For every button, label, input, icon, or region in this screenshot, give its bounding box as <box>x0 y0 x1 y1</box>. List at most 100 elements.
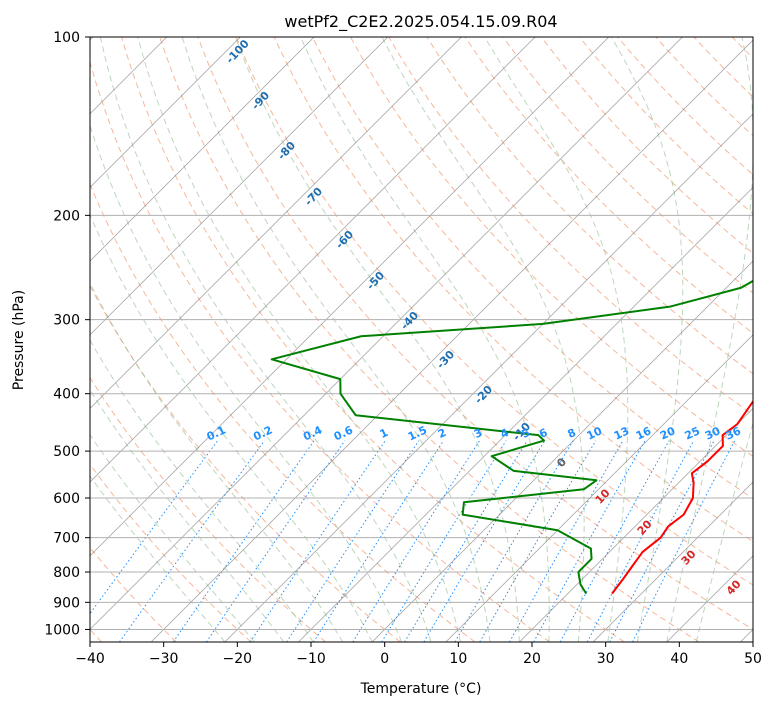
isotherm-line <box>666 555 753 642</box>
moist-adiabat-line <box>137 37 461 642</box>
mixing-ratio-line <box>352 440 481 642</box>
dry-adiabat-label: 20 <box>635 517 655 537</box>
x-tick-label: 30 <box>597 651 615 667</box>
isotherm-line <box>298 186 753 642</box>
dry-adiabat-line <box>197 37 753 631</box>
background-lines <box>90 37 753 642</box>
dry-adiabat-line <box>655 37 753 137</box>
dry-adiabat-label: -40 <box>398 309 421 333</box>
dry-adiabat-label: 40 <box>724 577 744 597</box>
y-tick-label: 700 <box>53 531 80 547</box>
mixing-ratio-line <box>454 440 574 642</box>
mixing-ratio-label: 1 <box>378 426 390 441</box>
mixing-ratio-label: 8 <box>566 426 578 441</box>
y-axis: 100 200 300 400 500 600 700 800 900 1000 <box>44 30 90 638</box>
mixing-ratio-line <box>172 440 315 642</box>
moist-adiabat-line <box>90 389 285 642</box>
mixing-ratio-label: 10 <box>585 424 605 442</box>
x-tick-label: −20 <box>223 651 253 667</box>
isotherm-line <box>90 37 315 262</box>
mixing-ratio-line <box>586 440 695 642</box>
dry-adiabat-line <box>311 37 753 500</box>
y-tick-label: 100 <box>53 30 80 46</box>
y-tick-label: 300 <box>53 313 80 329</box>
isotherm-line <box>592 481 753 642</box>
mixing-ratio-label: 36 <box>724 424 744 442</box>
y-tick-label: 900 <box>53 595 80 611</box>
dry-adiabat-line <box>90 182 476 642</box>
y-tick-label: 400 <box>53 387 80 403</box>
moist-adiabat-line <box>300 37 550 642</box>
y-tick-label: 600 <box>53 491 80 507</box>
mixing-ratio-label: 1.5 <box>406 423 429 443</box>
moist-adiabat-line <box>90 475 226 642</box>
moist-adiabat-line <box>181 37 491 642</box>
dry-adiabat-label: -50 <box>364 269 387 293</box>
isotherm-line <box>519 407 753 642</box>
dry-adiabat-label: 10 <box>593 486 613 506</box>
mixing-ratio-line <box>509 440 624 642</box>
mixing-ratio-label: 25 <box>683 424 702 442</box>
mixing-ratio-label: 20 <box>658 424 678 442</box>
plot-frame <box>89 36 754 643</box>
dry-adiabat-line <box>388 37 753 416</box>
mixing-ratio-line <box>559 440 670 642</box>
mixing-ratio-line <box>286 440 420 642</box>
moist-adiabat-label: 0 <box>554 455 569 470</box>
mixing-ratio-line <box>90 440 219 615</box>
dry-adiabat-line <box>90 376 326 642</box>
dry-adiabat-label: 30 <box>679 547 699 567</box>
x-tick-label: −10 <box>296 651 326 667</box>
x-tick-label: 0 <box>380 651 389 667</box>
dry-adiabat-line <box>693 37 753 98</box>
mixing-ratio-line <box>423 440 546 642</box>
mixing-ratio-label: 0.2 <box>251 423 274 443</box>
dry-adiabat-line <box>90 284 401 642</box>
dry-adiabat-line <box>617 37 753 176</box>
isotherm-line <box>90 37 536 483</box>
dry-adiabat-label: -80 <box>275 139 298 163</box>
isotherm-line <box>371 260 753 642</box>
chart-title: wetPf2_C2E2.2025.054.15.09.R04 <box>284 12 557 32</box>
dry-adiabat-label: -90 <box>249 89 272 113</box>
moist-adiabat-line <box>90 213 373 642</box>
y-tick-label: 800 <box>53 565 80 581</box>
dry-adiabat-label: -20 <box>472 383 495 407</box>
moist-adiabat-line <box>611 37 684 642</box>
mixing-ratio-label: 4 <box>498 426 511 441</box>
moist-adiabat-line <box>235 37 520 642</box>
x-axis: −40 −30 −20 −10 0 10 20 30 40 50 <box>75 642 762 667</box>
dry-adiabat-line <box>350 37 753 457</box>
dry-adiabat-line <box>90 60 551 642</box>
mixing-ratio-label: 0.1 <box>205 423 228 443</box>
moist-adiabat-line <box>484 37 629 642</box>
mixing-ratio-line <box>205 440 346 642</box>
isotherm-line <box>90 37 389 336</box>
moist-adiabat-line <box>695 421 753 642</box>
moist-adiabat-line <box>90 281 344 642</box>
x-tick-label: 50 <box>744 651 762 667</box>
mixing-ratio-label: 0.6 <box>332 423 355 443</box>
isotherm-line <box>90 37 610 557</box>
y-tick-label: 1000 <box>44 622 80 638</box>
x-tick-label: −30 <box>149 651 179 667</box>
mixing-ratio-line <box>533 440 646 642</box>
isotherm-line <box>445 334 753 642</box>
mixing-ratio-label: 6 <box>537 426 550 441</box>
x-tick-label: 40 <box>670 651 688 667</box>
dewpoint-line <box>270 279 753 595</box>
isotherm-line <box>90 37 241 189</box>
moist-adiabat-line <box>90 123 403 642</box>
mixing-ratio-label: 16 <box>634 424 654 442</box>
moist-adiabat-line <box>90 433 255 642</box>
isotherm-line <box>224 113 753 642</box>
isotherm-line <box>150 39 753 642</box>
y-axis-title: Pressure (hPa) <box>11 290 27 390</box>
mixing-ratio-line <box>381 440 507 642</box>
y-tick-label: 200 <box>53 208 80 224</box>
dry-adiabat-line <box>159 37 700 642</box>
mixing-ratio-label: 13 <box>612 424 631 442</box>
dry-adiabat-line <box>579 37 753 215</box>
moist-adiabat-line <box>90 339 314 642</box>
